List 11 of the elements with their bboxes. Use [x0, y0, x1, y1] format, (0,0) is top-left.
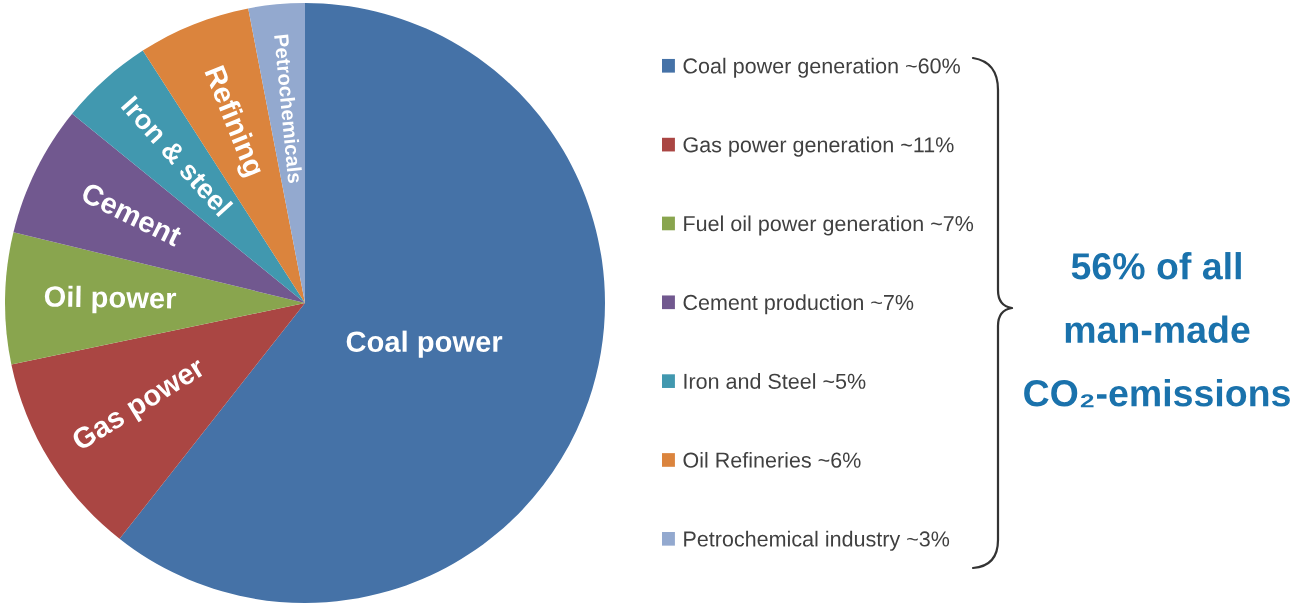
data-label: Oil power: [44, 285, 177, 315]
data-label: Coal power: [346, 330, 503, 358]
legend-label: Oil Refineries ~6%: [683, 451, 861, 468]
legend-label: Petrochemical industry ~3%: [684, 530, 950, 551]
legend-label: Gas power generation ~11%: [683, 136, 954, 157]
legend-label: Cement production ~7%: [683, 294, 914, 315]
data-label: Petrochemicals: [274, 34, 303, 184]
legend-label: Fuel oil power generation ~7%: [684, 215, 974, 236]
text: 56% of all man-made CO₂-emissions: [1024, 252, 1290, 408]
legend-label: Iron and Steel ~5%: [684, 373, 866, 389]
legend-label: Coal power generation ~60%: [683, 57, 960, 78]
